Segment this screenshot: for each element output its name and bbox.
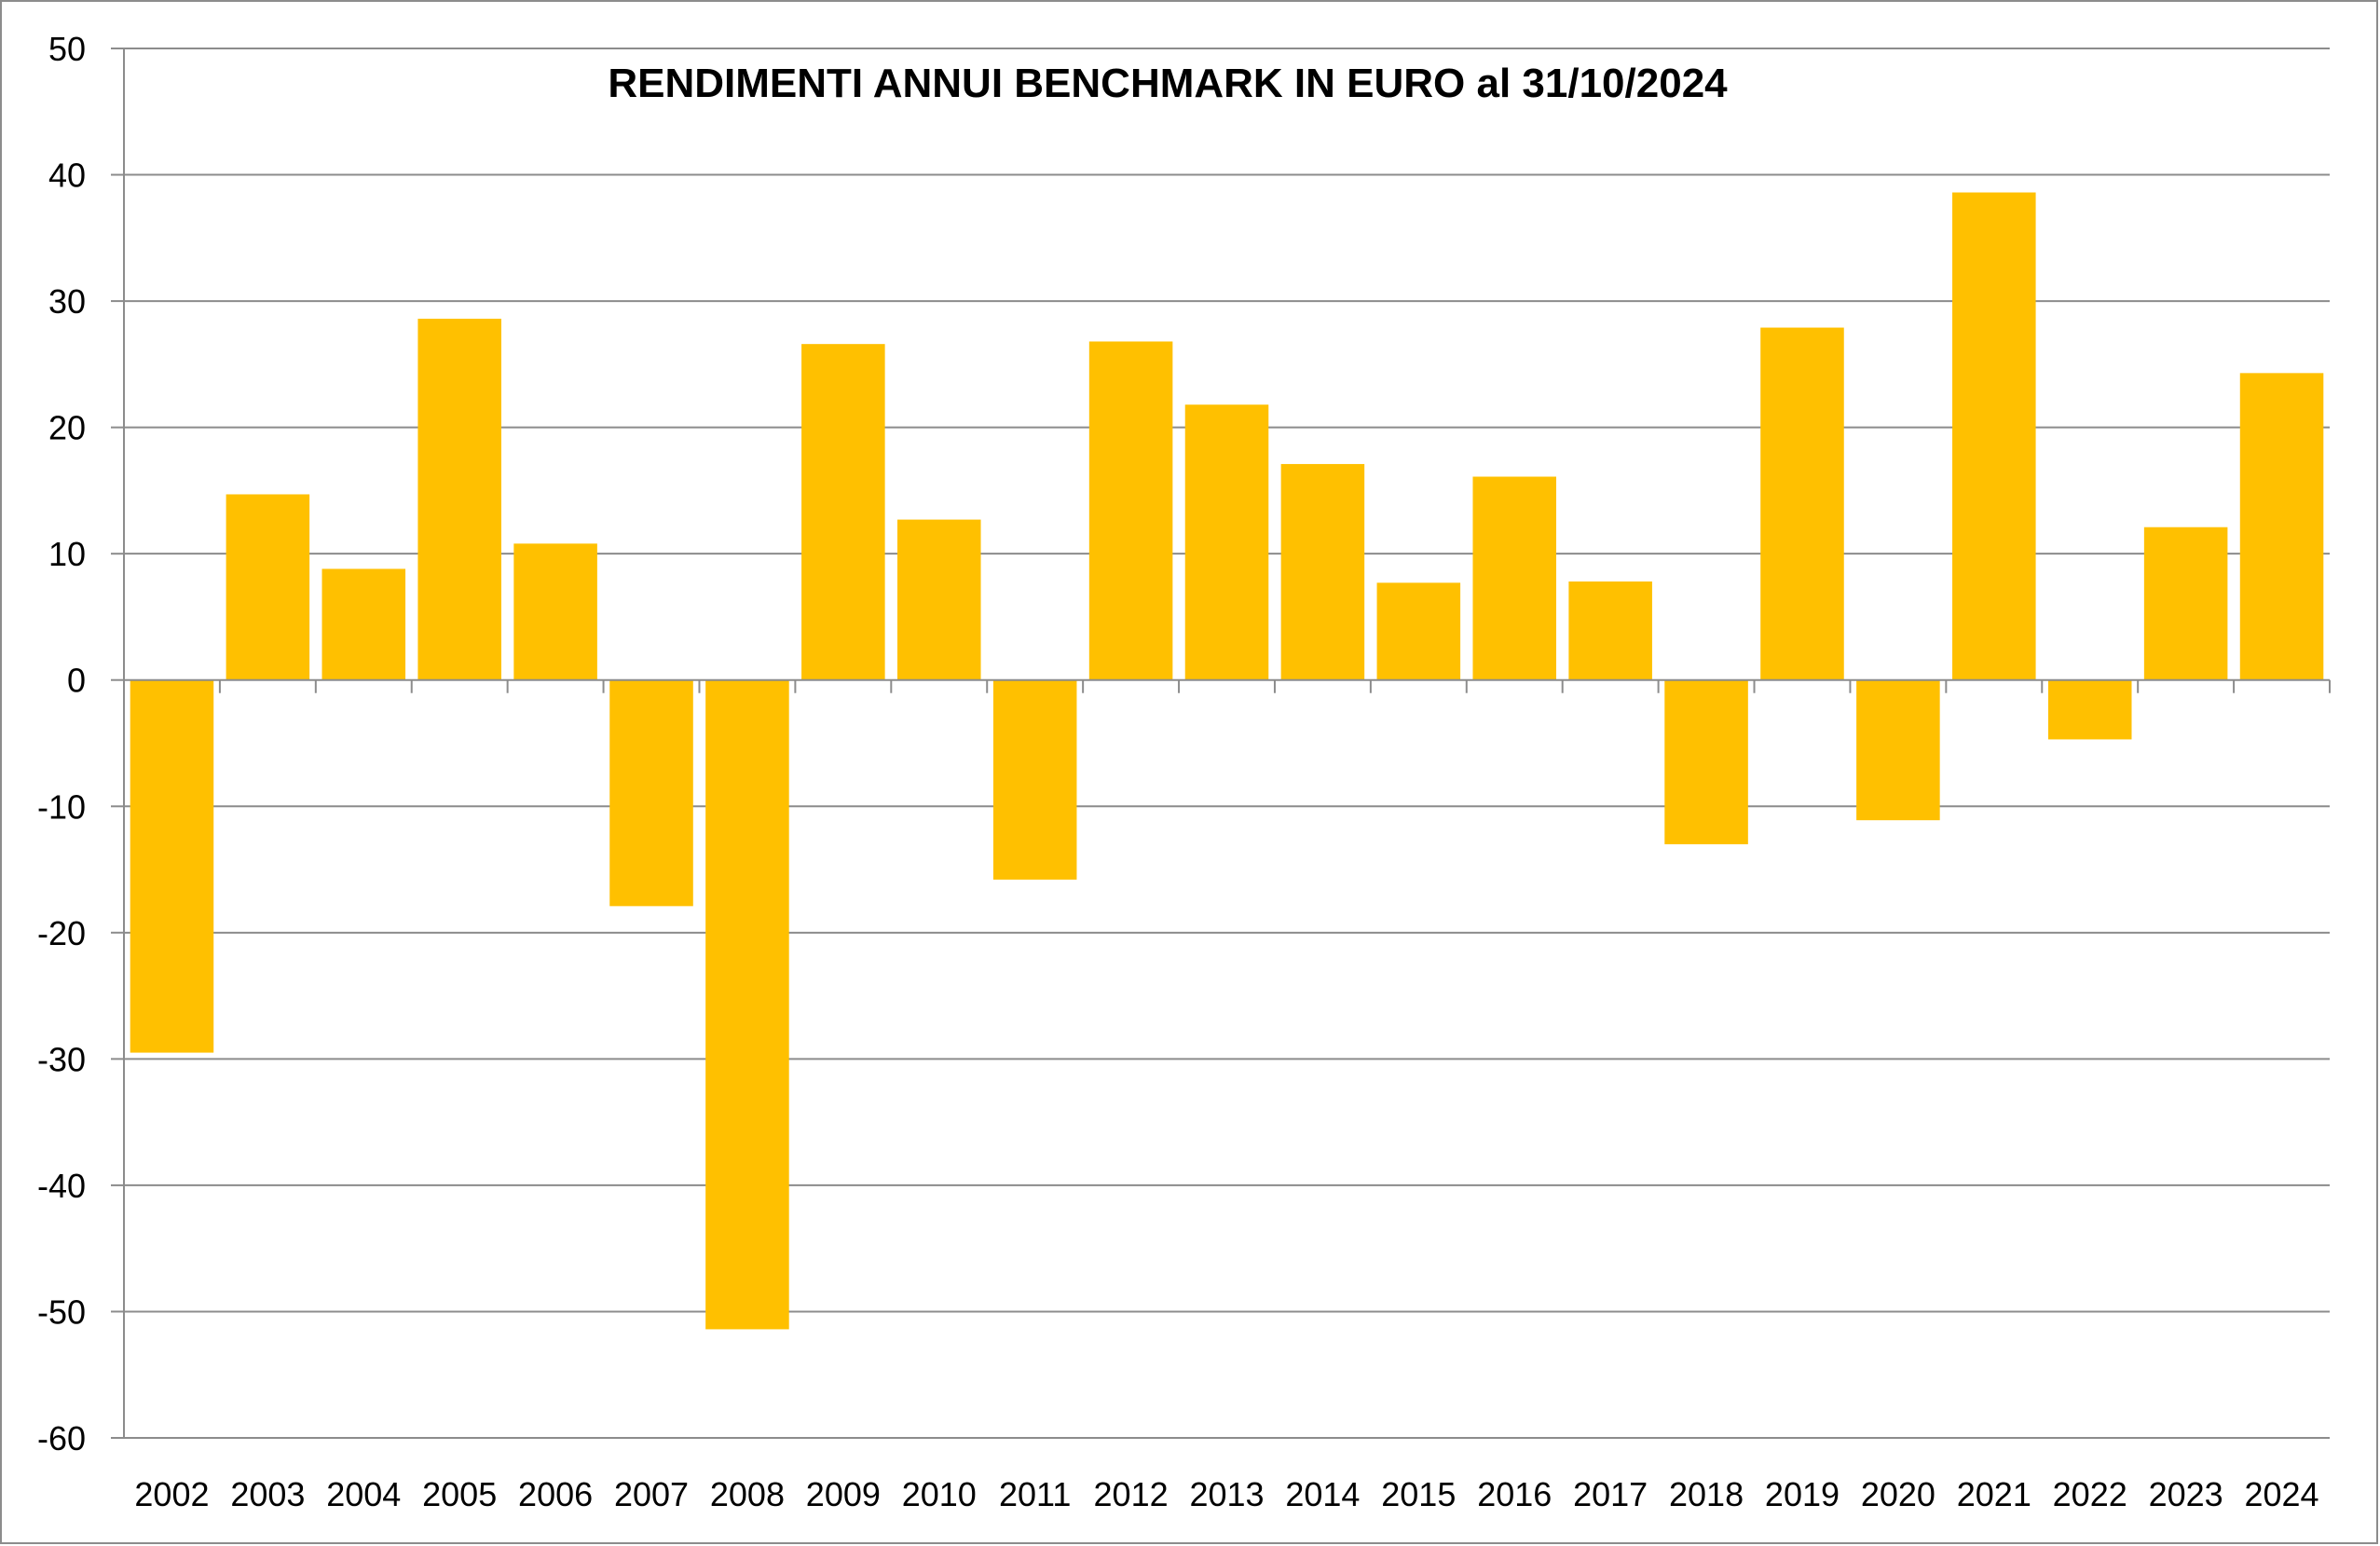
x-tick-label: 2019 [1765, 1475, 1840, 1513]
bar-2015 [1376, 582, 1461, 680]
x-tick-label: 2002 [134, 1475, 209, 1513]
y-tick-label: -40 [37, 1167, 86, 1205]
x-tick-label: 2023 [2149, 1475, 2223, 1513]
bar-2016 [1472, 476, 1557, 680]
bar-2019 [1760, 327, 1844, 680]
x-tick-label: 2004 [326, 1475, 401, 1513]
bar-2006 [513, 543, 597, 680]
x-tick-label: 2020 [1861, 1475, 1935, 1513]
y-tick-label: -50 [37, 1293, 86, 1331]
x-tick-label: 2009 [806, 1475, 881, 1513]
x-tick-label: 2021 [1957, 1475, 2031, 1513]
x-tick-label: 2016 [1477, 1475, 1552, 1513]
y-tick-label: 50 [48, 30, 86, 68]
y-tick-label: 30 [48, 282, 86, 321]
bar-2020 [1856, 679, 1940, 821]
bar-2007 [609, 679, 693, 907]
y-tick-label: -30 [37, 1040, 86, 1078]
x-tick-label: 2022 [2053, 1475, 2127, 1513]
x-tick-label: 2013 [1189, 1475, 1264, 1513]
y-tick-label: 20 [48, 409, 86, 447]
chart-title: RENDIMENTI ANNUI BENCHMARK IN EURO al 31… [608, 61, 1728, 106]
x-tick-label: 2005 [422, 1475, 497, 1513]
y-tick-label: -20 [37, 914, 86, 952]
bar-2002 [130, 679, 214, 1053]
x-tick-label: 2011 [999, 1475, 1071, 1513]
bar-2012 [1088, 341, 1173, 680]
y-tick-label: -60 [37, 1419, 86, 1457]
x-tick-label: 2007 [614, 1475, 689, 1513]
x-tick-label: 2024 [2244, 1475, 2318, 1513]
x-tick-label: 2015 [1381, 1475, 1456, 1513]
bar-2014 [1280, 463, 1365, 680]
bar-2005 [417, 319, 501, 680]
bar-2018 [1664, 679, 1748, 844]
bar-2008 [705, 679, 789, 1330]
bar-2022 [2047, 679, 2132, 740]
bar-2003 [226, 494, 310, 680]
bars [130, 192, 2324, 1330]
bar-2021 [1952, 192, 2036, 680]
bar-2009 [801, 344, 885, 680]
bar-2017 [1568, 581, 1652, 680]
bar-2010 [896, 519, 981, 680]
y-tick-label: 0 [67, 662, 86, 700]
bar-2011 [992, 679, 1077, 880]
x-tick-label: 2017 [1573, 1475, 1648, 1513]
x-tick-label: 2006 [518, 1475, 593, 1513]
x-tick-label: 2010 [902, 1475, 977, 1513]
x-tick-label: 2018 [1669, 1475, 1744, 1513]
bar-2024 [2239, 373, 2324, 680]
x-tick-label: 2003 [230, 1475, 305, 1513]
y-tick-labels: 50 40 30 20 10 0 -10 -20 -30 -40 -50 -60 [37, 30, 86, 1457]
x-tick-label: 2008 [710, 1475, 785, 1513]
bar-2023 [2143, 527, 2228, 680]
y-tick-label: -10 [37, 787, 86, 826]
bar-2004 [321, 568, 406, 680]
y-tick-label: 40 [48, 157, 86, 195]
axes [111, 48, 2331, 1439]
bar-2013 [1184, 404, 1269, 680]
x-tick-labels: 2002 2003 2004 2005 2006 2007 2008 2009 2010 2011… [134, 1475, 2318, 1513]
x-tick-label: 2014 [1285, 1475, 1360, 1513]
x-tick-label: 2012 [1094, 1475, 1169, 1513]
y-tick-label: 10 [48, 535, 86, 573]
